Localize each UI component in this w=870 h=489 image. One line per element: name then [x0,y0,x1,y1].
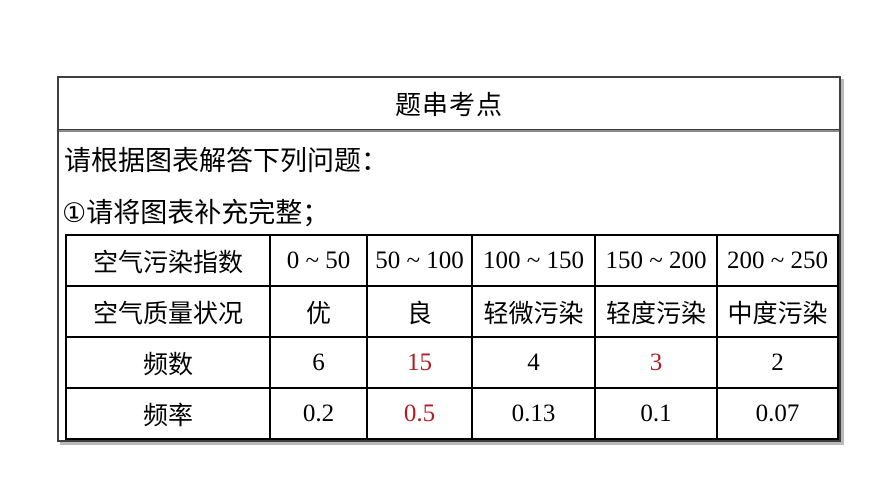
cell-frequency-count: 2 [716,336,839,389]
cell-index-range: 50 ~ 100 [366,234,473,287]
row-header-pollution-index: 空气污染指数 [65,234,271,287]
cell-frequency-rate: 0.13 [471,387,596,440]
cell-frequency-count: 4 [471,336,596,389]
cell-index-range: 200 ~ 250 [716,234,839,287]
row-header-frequency-rate: 频率 [65,387,271,440]
cell-quality-status: 轻度污染 [594,285,718,338]
step-1-text: ①请将图表补充完整； [62,198,330,228]
cell-frequency-rate: 0.1 [594,387,718,440]
content-panel: 题串考点 请根据图表解答下列问题： ①请将图表补充完整； 空气污染指数 0 ~ … [57,76,841,442]
table-row-frequency-rate: 频率 0.2 0.5 0.13 0.1 0.07 [65,387,839,440]
panel-title: 题串考点 [394,90,503,120]
title-divider [59,129,839,132]
cell-frequency-count: 6 [269,336,368,389]
intro-text: 请根据图表解答下列问题： [64,146,388,176]
table-row-frequency-count: 频数 6 15 4 3 2 [65,336,839,389]
cell-index-range: 0 ~ 50 [269,234,368,287]
cell-frequency-count: 3 [594,336,718,389]
air-quality-table: 空气污染指数 0 ~ 50 50 ~ 100 100 ~ 150 150 ~ 2… [65,234,839,440]
cell-frequency-rate: 0.5 [366,387,473,440]
cell-frequency-rate: 0.2 [269,387,368,440]
cell-quality-status: 良 [366,285,473,338]
cell-frequency-rate: 0.07 [716,387,839,440]
row-header-quality-status: 空气质量状况 [65,285,271,338]
table-row-pollution-index: 空气污染指数 0 ~ 50 50 ~ 100 100 ~ 150 150 ~ 2… [65,234,839,287]
cell-index-range: 100 ~ 150 [471,234,596,287]
cell-quality-status: 轻微污染 [471,285,596,338]
table-row-quality-status: 空气质量状况 优 良 轻微污染 轻度污染 中度污染 [65,285,839,338]
row-header-frequency-count: 频数 [65,336,271,389]
cell-quality-status: 中度污染 [716,285,839,338]
cell-index-range: 150 ~ 200 [594,234,718,287]
cell-frequency-count: 15 [366,336,473,389]
cell-quality-status: 优 [269,285,368,338]
